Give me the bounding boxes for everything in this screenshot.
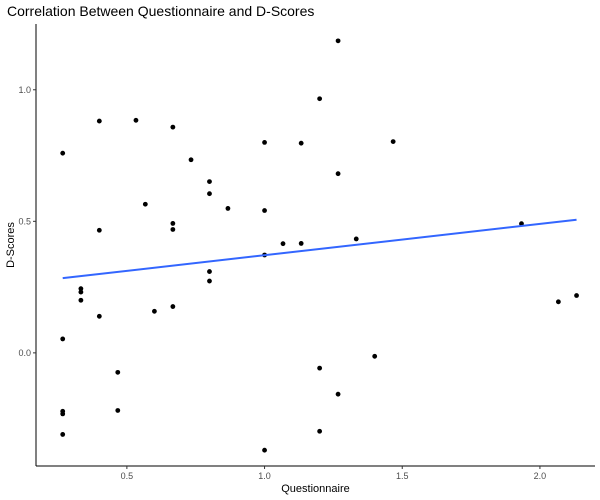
data-point <box>372 353 378 359</box>
data-point <box>115 408 121 413</box>
y-tick-label: 0.5 <box>18 216 31 226</box>
data-point <box>298 140 304 146</box>
data-point <box>78 297 84 303</box>
data-point <box>574 293 579 298</box>
data-point <box>78 286 84 292</box>
data-point <box>335 391 341 397</box>
data-point <box>60 411 66 417</box>
y-axis-title: D-Scores <box>5 222 17 268</box>
data-point <box>133 117 139 123</box>
data-point <box>298 241 304 246</box>
ticks-layer: 0.5 1.0 1.5 2.0 0.0 0.5 1.0 <box>18 85 546 481</box>
data-point <box>152 308 157 314</box>
data-point <box>555 299 561 305</box>
data-point <box>188 157 194 163</box>
data-point <box>96 313 102 319</box>
data-point <box>225 206 231 211</box>
y-tick-label: 0.0 <box>18 348 31 358</box>
y-tick-label: 1.0 <box>18 85 31 95</box>
data-point <box>207 191 212 197</box>
data-point <box>390 139 396 145</box>
data-point <box>60 336 66 342</box>
data-point <box>317 365 323 371</box>
x-tick-label: 1.5 <box>396 471 409 481</box>
points-layer <box>60 38 579 453</box>
data-point <box>78 289 84 295</box>
data-point <box>142 201 148 207</box>
data-point <box>317 428 323 434</box>
fit-line-layer <box>62 218 577 280</box>
data-point <box>60 150 66 156</box>
x-axis-title: Questionnaire <box>281 483 350 495</box>
data-point <box>96 227 102 233</box>
data-point <box>170 221 176 226</box>
data-point <box>335 38 341 44</box>
data-point <box>262 139 267 145</box>
data-point <box>262 208 267 213</box>
data-point <box>60 432 66 437</box>
data-point <box>207 278 212 284</box>
x-tick-label: 0.5 <box>121 471 134 481</box>
x-tick-label: 2.0 <box>534 471 547 481</box>
data-point <box>317 96 323 102</box>
chart-title: Correlation Between Questionnaire and D-… <box>7 3 315 19</box>
data-point <box>335 171 341 177</box>
data-point <box>96 118 102 124</box>
data-point <box>170 124 176 130</box>
data-point <box>353 236 359 242</box>
data-point <box>262 447 267 453</box>
data-point <box>207 269 212 274</box>
data-point <box>115 369 121 375</box>
x-tick-label: 1.0 <box>258 471 271 481</box>
data-point <box>207 179 212 184</box>
data-point <box>280 241 286 247</box>
data-point <box>170 227 176 232</box>
fit-line <box>62 218 577 280</box>
data-point <box>170 304 176 309</box>
